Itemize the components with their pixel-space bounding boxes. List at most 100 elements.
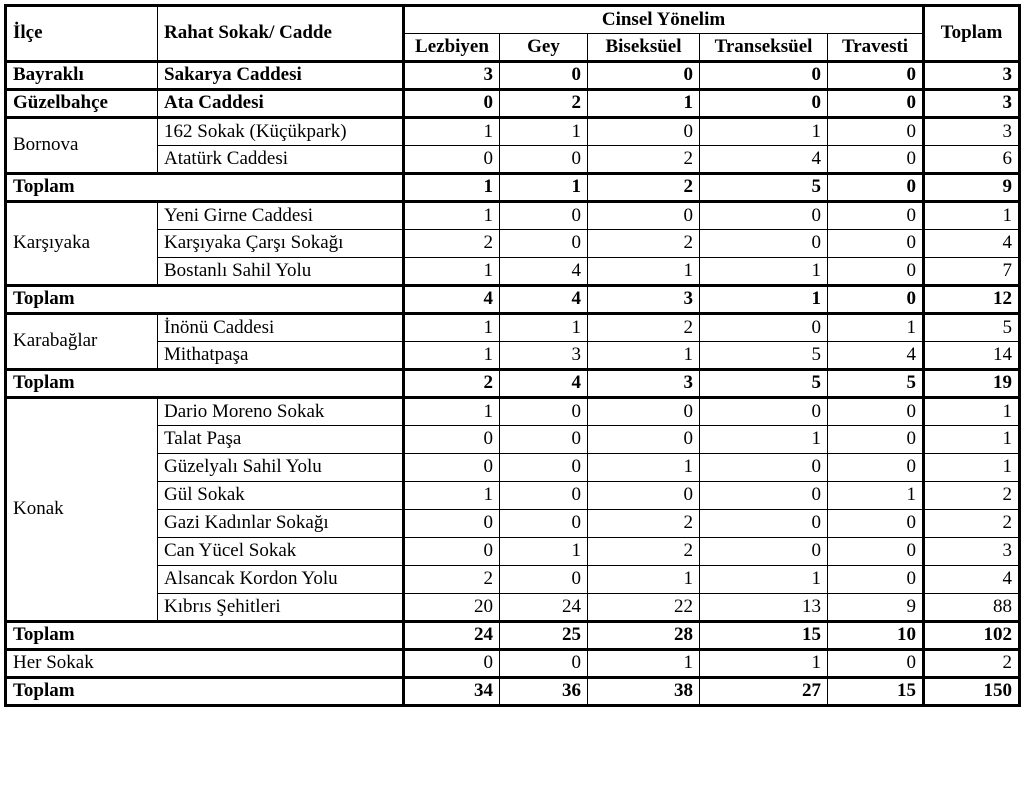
cell-value: 1 [404,118,500,146]
cell-value: 0 [828,650,924,678]
cell-value: 0 [500,202,588,230]
cell-value: 24 [404,622,500,650]
cell-rahat: Can Yücel Sokak [158,538,404,566]
cell-value: 2 [588,230,700,258]
cell-rahat: Alsancak Kordon Yolu [158,566,404,594]
cell-value: 0 [700,62,828,90]
cell-value: 9 [924,174,1020,202]
table-row: Atatürk Caddesi002406 [6,146,1020,174]
cell-value: 0 [700,398,828,426]
cell-value: 10 [828,622,924,650]
cell-value: 1 [828,314,924,342]
cell-value: 1 [700,566,828,594]
table-row: Toplam4431012 [6,286,1020,314]
cell-value: 0 [828,146,924,174]
table-row: Toplam2425281510102 [6,622,1020,650]
cell-value: 0 [700,90,828,118]
cell-value: 4 [500,258,588,286]
cell-value: 20 [404,594,500,622]
cell-value: 1 [700,258,828,286]
cell-value: 3 [588,286,700,314]
cell-value: 1 [924,426,1020,454]
cell-value: 5 [828,370,924,398]
header-sub-4: Travesti [828,34,924,62]
cell-value: 0 [500,454,588,482]
cell-rahat: Gazi Kadınlar Sokağı [158,510,404,538]
cell-value: 1 [700,286,828,314]
cell-value: 1 [404,174,500,202]
cell-value: 0 [700,314,828,342]
cell-value: 2 [588,174,700,202]
table-row: BayraklıSakarya Caddesi300003 [6,62,1020,90]
table-row: GüzelbahçeAta Caddesi021003 [6,90,1020,118]
cell-value: 1 [500,118,588,146]
cell-value: 0 [404,426,500,454]
cell-value: 36 [500,678,588,706]
table-row: KonakDario Moreno Sokak100001 [6,398,1020,426]
cell-value: 2 [404,370,500,398]
subtotal-label: Toplam [6,174,404,202]
table-row: Her Sokak001102 [6,650,1020,678]
cell-value: 25 [500,622,588,650]
table-row: Bornova162 Sokak (Küçükpark)110103 [6,118,1020,146]
cell-ilce: Karşıyaka [6,202,158,286]
cell-value: 4 [500,370,588,398]
cell-value: 12 [924,286,1020,314]
cell-value: 5 [700,370,828,398]
cell-value: 3 [924,62,1020,90]
cell-value: 0 [588,118,700,146]
cell-value: 0 [828,230,924,258]
cell-value: 0 [500,510,588,538]
cell-value: 34 [404,678,500,706]
cell-value: 1 [404,398,500,426]
cell-value: 15 [700,622,828,650]
data-table: İlçe Rahat Sokak/ Cadde Cinsel Yönelim T… [4,4,1021,707]
cell-rahat: Ata Caddesi [158,90,404,118]
subtotal-label: Toplam [6,370,404,398]
cell-value: 4 [700,146,828,174]
cell-value: 7 [924,258,1020,286]
cell-ilce: Konak [6,398,158,622]
cell-value: 3 [924,538,1020,566]
cell-value: 0 [828,202,924,230]
cell-value: 0 [700,454,828,482]
cell-value: 1 [588,90,700,118]
table-row: Gül Sokak100012 [6,482,1020,510]
cell-value: 0 [828,510,924,538]
cell-value: 0 [828,398,924,426]
cell-value: 38 [588,678,700,706]
cell-value: 0 [404,454,500,482]
table-body: BayraklıSakarya Caddesi300003GüzelbahçeA… [6,62,1020,706]
cell-value: 1 [828,482,924,510]
cell-value: 2 [588,538,700,566]
cell-value: 0 [404,650,500,678]
cell-value: 4 [924,230,1020,258]
cell-ilce: Bornova [6,118,158,174]
cell-value: 2 [500,90,588,118]
cell-value: 0 [828,90,924,118]
header-group: Cinsel Yönelim [404,6,924,34]
cell-value: 0 [588,62,700,90]
table-row: KarşıyakaYeni Girne Caddesi100001 [6,202,1020,230]
cell-rahat: Yeni Girne Caddesi [158,202,404,230]
cell-value: 0 [828,286,924,314]
cell-value: 0 [500,482,588,510]
cell-rahat: Sakarya Caddesi [158,62,404,90]
cell-value: 2 [924,510,1020,538]
cell-value: 1 [924,398,1020,426]
table-row: Karabağlarİnönü Caddesi112015 [6,314,1020,342]
table-row: Bostanlı Sahil Yolu141107 [6,258,1020,286]
table-row: Can Yücel Sokak012003 [6,538,1020,566]
cell-value: 5 [700,174,828,202]
cell-value: 28 [588,622,700,650]
cell-value: 1 [924,202,1020,230]
cell-ilce: Güzelbahçe [6,90,158,118]
cell-value: 0 [500,146,588,174]
cell-value: 0 [404,538,500,566]
cell-value: 1 [404,482,500,510]
cell-value: 0 [700,510,828,538]
cell-value: 0 [500,398,588,426]
cell-value: 1 [700,118,828,146]
cell-value: 0 [404,90,500,118]
cell-value: 3 [588,370,700,398]
